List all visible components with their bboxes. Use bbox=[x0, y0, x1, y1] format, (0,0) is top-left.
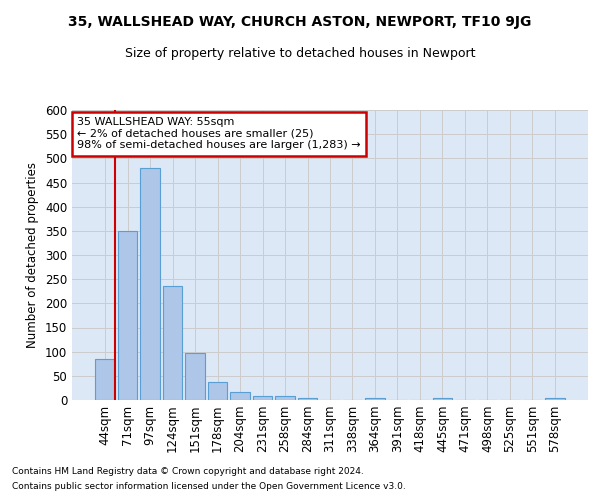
Text: Size of property relative to detached houses in Newport: Size of property relative to detached ho… bbox=[125, 48, 475, 60]
Bar bbox=[185, 353, 205, 400]
Bar bbox=[253, 396, 272, 400]
Bar bbox=[118, 231, 137, 400]
Text: 35, WALLSHEAD WAY, CHURCH ASTON, NEWPORT, TF10 9JG: 35, WALLSHEAD WAY, CHURCH ASTON, NEWPORT… bbox=[68, 15, 532, 29]
Text: 35 WALLSHEAD WAY: 55sqm
← 2% of detached houses are smaller (25)
98% of semi-det: 35 WALLSHEAD WAY: 55sqm ← 2% of detached… bbox=[77, 117, 361, 150]
Text: Contains HM Land Registry data © Crown copyright and database right 2024.: Contains HM Land Registry data © Crown c… bbox=[12, 467, 364, 476]
Bar bbox=[208, 382, 227, 400]
Bar bbox=[433, 398, 452, 400]
Bar bbox=[95, 359, 115, 400]
Bar bbox=[545, 398, 565, 400]
Bar bbox=[298, 398, 317, 400]
Bar bbox=[140, 168, 160, 400]
Y-axis label: Number of detached properties: Number of detached properties bbox=[26, 162, 40, 348]
Bar bbox=[230, 392, 250, 400]
Text: Contains public sector information licensed under the Open Government Licence v3: Contains public sector information licen… bbox=[12, 482, 406, 491]
Bar bbox=[163, 286, 182, 400]
Bar bbox=[365, 398, 385, 400]
Bar bbox=[275, 396, 295, 400]
